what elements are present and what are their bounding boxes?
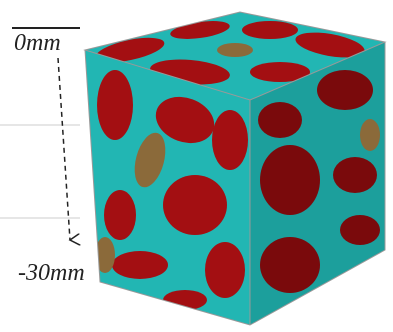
depth-arrow <box>58 58 70 240</box>
figure: 0mm -30mm <box>0 0 393 332</box>
top-label: 0mm <box>14 30 61 56</box>
bottom-label: -30mm <box>18 260 85 286</box>
